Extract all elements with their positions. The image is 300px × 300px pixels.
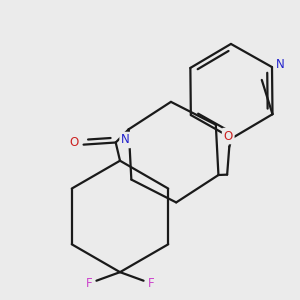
Text: N: N <box>276 58 285 71</box>
Text: N: N <box>121 134 130 146</box>
Text: F: F <box>148 278 154 290</box>
Text: O: O <box>224 130 233 142</box>
Text: O: O <box>69 136 79 149</box>
Text: F: F <box>85 278 92 290</box>
